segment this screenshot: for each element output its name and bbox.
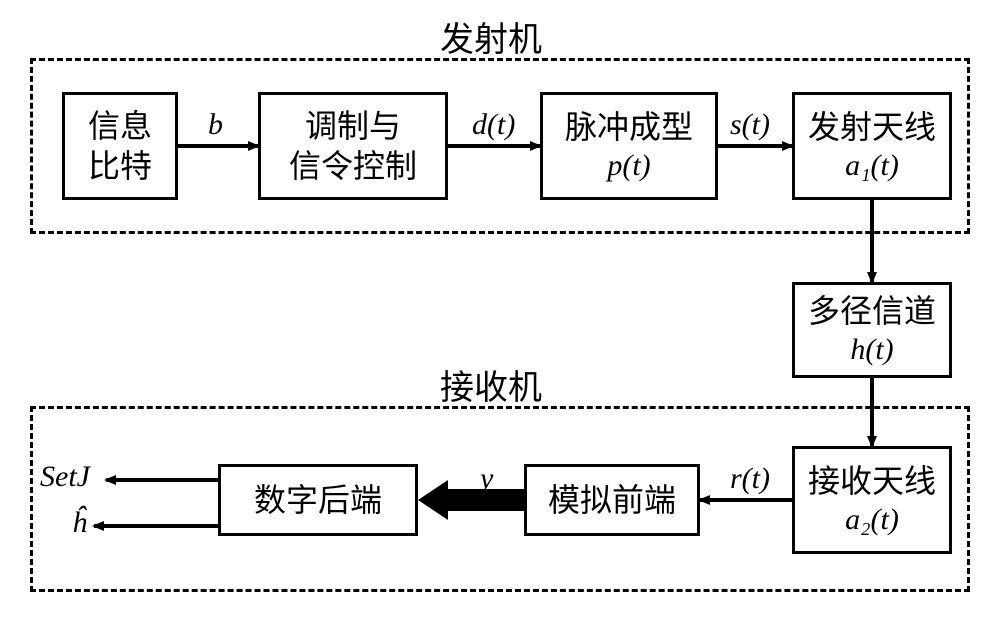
edge-label-rt: r(t) [730,462,770,496]
node-tx-antenna: 发射天线 a₁(t) [792,92,952,200]
node-rx-antenna: 接收天线 a₂(t) [792,446,952,554]
edge-label-b: b [208,108,223,142]
node-digital-backend: 数字后端 [218,464,418,536]
node-label-line2: 信令控制 [289,146,417,186]
node-label-sub: h(t) [850,331,893,369]
node-analog-frontend: 模拟前端 [524,464,700,536]
output-label-hhat: ĥ [72,506,87,540]
node-info-bits: 信息 比特 [62,92,178,200]
node-label-line1: 发射天线 [808,107,936,147]
edge-label-dt: d(t) [472,108,515,142]
node-label-sub: p(t) [607,147,650,185]
output-label-setj: SetJ [40,460,90,494]
node-modulation-signaling: 调制与 信令控制 [258,92,448,200]
node-label-sub: a₂(t) [845,501,899,539]
node-label-line1: 接收天线 [808,461,936,501]
edge-label-st: s(t) [730,108,770,142]
node-label-sub: a₁(t) [845,147,899,185]
node-label-line2: 比特 [88,146,152,186]
node-multipath-channel: 多径信道 h(t) [792,282,952,378]
node-label-line1: 模拟前端 [548,480,676,520]
node-label-line1: 脉冲成型 [565,107,693,147]
tx-section-label: 发射机 [440,12,542,61]
rx-section-label: 接收机 [440,360,542,409]
node-label-line1: 信息 [88,106,152,146]
node-label-line1: 数字后端 [254,480,382,520]
edge-label-y: y [480,462,493,496]
node-label-line1: 多径信道 [808,291,936,331]
node-pulse-shaping: 脉冲成型 p(t) [540,92,718,200]
diagram-canvas: 发射机 接收机 信息 比特 调制与 信令控制 脉冲成型 p(t) 发射天线 a₁… [0,0,1000,619]
node-label-line1: 调制与 [305,106,401,146]
